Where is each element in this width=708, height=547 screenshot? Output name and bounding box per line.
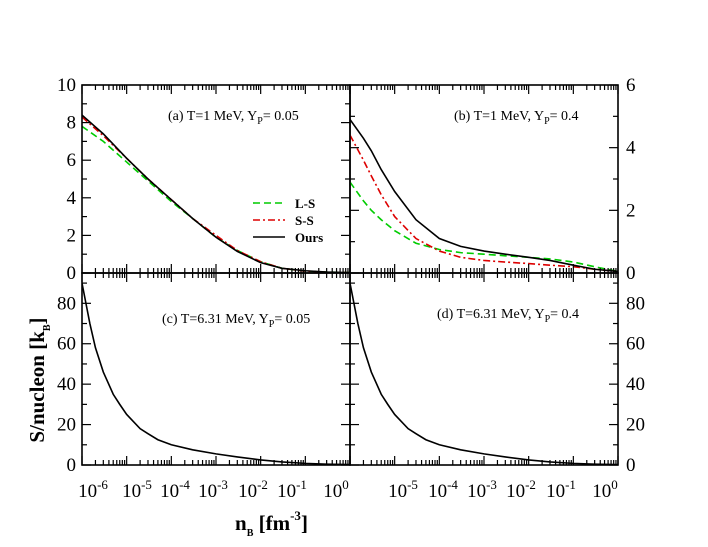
series-line-s-s-a [82, 116, 350, 273]
y-tick-label: 0 [67, 263, 77, 284]
y-tick-label: 6 [67, 150, 77, 171]
panel-label-d: (d) T=6.31 MeV, YP= 0.4 [437, 307, 579, 325]
legend-label-s-s: S-S [295, 213, 314, 228]
y-tick-label: 40 [626, 374, 645, 395]
series-line-ours-a [82, 114, 350, 273]
y-tick-label: 80 [57, 293, 76, 314]
x-tick-labels: 10-6 10-5 10-4 10-3 10-2 10-1 100 10-5 1… [78, 477, 618, 502]
y-tick-label: 6 [626, 75, 636, 96]
y-tick-label: 0 [67, 455, 77, 476]
x-tick-label: 10-1 [277, 477, 307, 502]
y-tick-label: 4 [67, 188, 77, 209]
x-tick-label: 10-5 [388, 477, 418, 502]
x-tick-label: 10-4 [160, 477, 190, 502]
y-tick-label: 2 [67, 225, 77, 246]
y-axis-title: S/nucleon [kB] [25, 317, 53, 442]
y-tick-label: 20 [57, 415, 76, 436]
x-tick-label: 10-2 [506, 477, 536, 502]
panel-c: 0 20 40 60 80 (c) T=6.31 MeV, YP= 0.05 [57, 272, 351, 476]
y-tick-label: 8 [67, 113, 77, 134]
legend: L-S S-S Ours [253, 196, 323, 245]
panel-frame [81, 272, 351, 466]
x-tick-label: 10-1 [546, 477, 576, 502]
x-tick-label: 10-4 [428, 477, 458, 502]
x-tick-label: 10-3 [198, 477, 228, 502]
panel-frame [349, 272, 619, 466]
series-line-l-s-b [350, 181, 618, 273]
legend-label-ours: Ours [295, 230, 323, 245]
y-tick-label: 20 [626, 415, 645, 436]
y-tick-label: 10 [57, 75, 76, 96]
y-tick-label: 40 [57, 374, 76, 395]
y-tick-label: 0 [626, 263, 636, 284]
y-tick-label: 4 [626, 138, 636, 159]
x-axis-title: nB [fm-3] [235, 508, 308, 539]
panels: 0 2 4 6 8 10 (a) T=1 MeV, YP= 0.05 0 2 4 6 (b) T=1 … [57, 75, 645, 476]
panel-a: 0 2 4 6 8 10 (a) T=1 MeV, YP= 0.05 [57, 75, 351, 284]
y-tick-label: 60 [57, 334, 76, 355]
panel-b: 0 2 4 6 (b) T=1 MeV, YP= 0.4 [349, 75, 636, 284]
panel-label-b: (b) T=1 MeV, YP= 0.4 [454, 109, 579, 127]
legend-label-l-s: L-S [295, 196, 315, 211]
x-tick-label: 10-2 [238, 477, 268, 502]
panel-label-c: (c) T=6.31 MeV, YP= 0.05 [162, 312, 310, 330]
x-tick-label: 10-3 [467, 477, 497, 502]
y-tick-label: 2 [626, 200, 636, 221]
series-line-ours-c [82, 282, 350, 465]
panel-label-a: (a) T=1 MeV, YP= 0.05 [168, 109, 299, 127]
x-tick-label: 10-5 [122, 477, 152, 502]
y-tick-label: 80 [626, 293, 645, 314]
x-tick-label: 10-6 [78, 477, 108, 502]
x-tick-label: 100 [323, 477, 349, 502]
x-tick-label: 100 [592, 477, 618, 502]
y-tick-label: 60 [626, 334, 645, 355]
y-tick-label: 0 [626, 455, 636, 476]
series-line-ours-b [350, 119, 618, 273]
panel-d: 0 20 40 60 80 (d) T=6.31 MeV, YP= 0.4 [349, 272, 645, 476]
